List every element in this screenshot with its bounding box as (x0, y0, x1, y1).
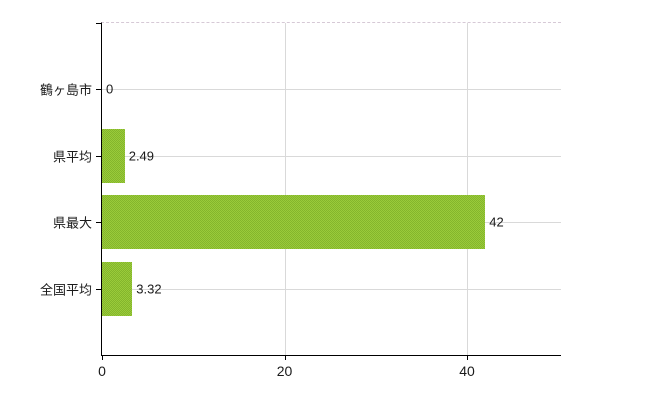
bar (102, 128, 125, 183)
value-label: 3.32 (136, 281, 162, 297)
y-gridline (102, 288, 561, 290)
category-label: 県平均 (52, 149, 92, 165)
x-tick-label: 0 (98, 363, 106, 379)
y-gridline (102, 155, 561, 157)
value-label: 0 (106, 81, 114, 97)
category-label: 全国平均 (39, 282, 92, 298)
x-axis-tick (284, 355, 286, 360)
x-axis-tick (102, 355, 103, 360)
bar (102, 195, 486, 250)
y-axis-tick (96, 288, 102, 290)
category-label: 県最大 (52, 215, 92, 231)
x-tick-label: 20 (276, 363, 293, 379)
value-label: 2.49 (128, 148, 155, 164)
category-label: 鶴ヶ島市 (39, 82, 92, 98)
x-gridline (284, 23, 286, 355)
x-gridline (467, 23, 468, 355)
y-axis-tick (96, 155, 102, 157)
y-axis-tick (96, 222, 102, 224)
x-axis-tick (467, 355, 468, 360)
bar (102, 261, 133, 316)
y-axis-top-tick (96, 23, 102, 24)
x-tick-label: 40 (459, 363, 475, 379)
y-axis-tick (96, 89, 102, 91)
value-label: 42 (489, 214, 504, 230)
plot-area: 0 20 40 鶴ヶ島市 0 県平均 2.49 県最大 42 全国平均 3.32 (40, 22, 561, 379)
y-gridline (102, 89, 561, 91)
